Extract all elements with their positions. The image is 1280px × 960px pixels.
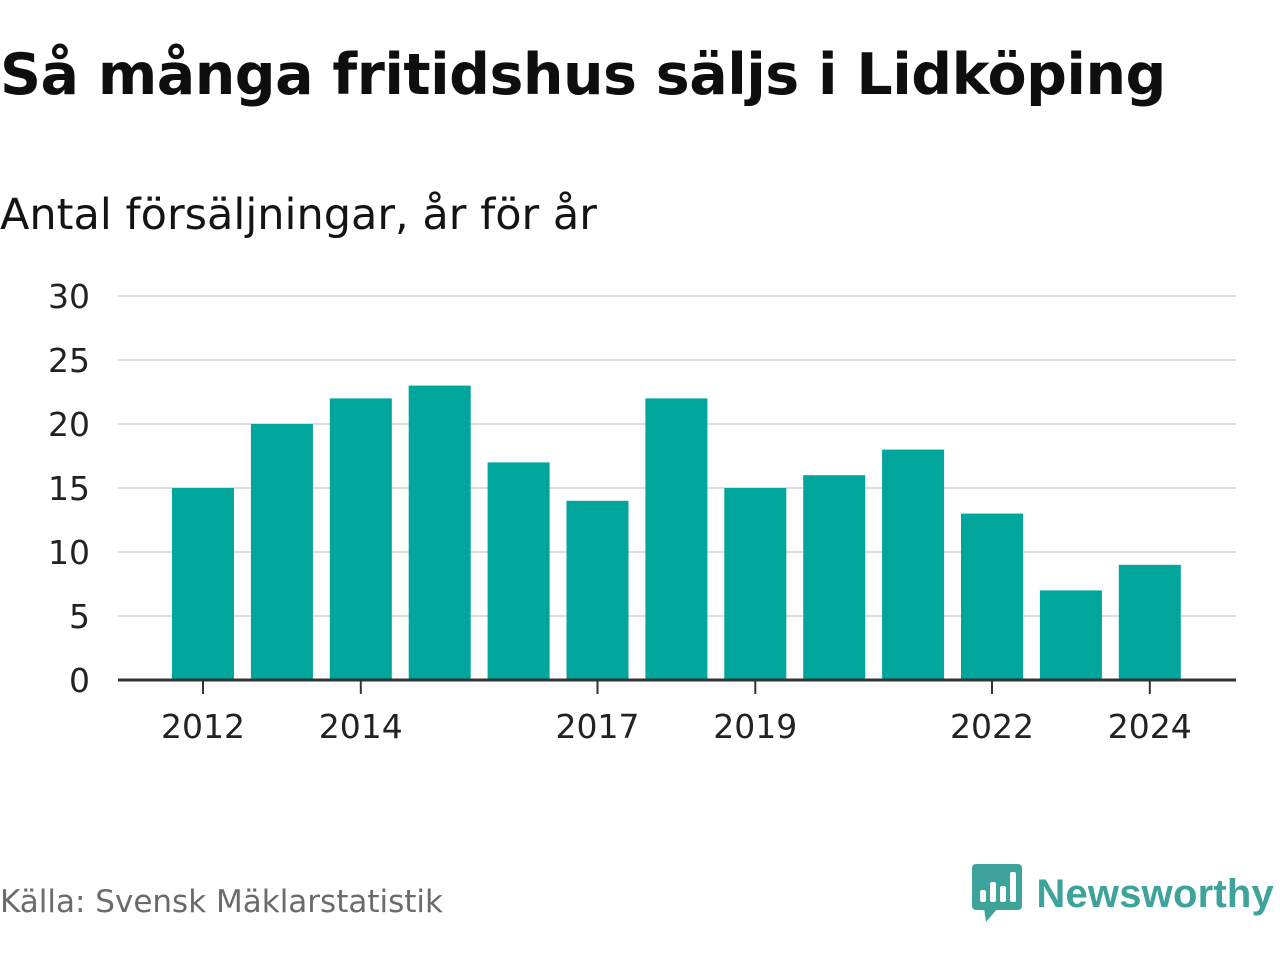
bar-2014 xyxy=(329,398,392,680)
y-tick-label: 20 xyxy=(48,405,90,444)
bars xyxy=(172,385,1181,680)
bar-2019 xyxy=(724,488,787,680)
bar-2012 xyxy=(172,488,234,680)
bar-2020 xyxy=(803,475,866,680)
x-tick-label: 2017 xyxy=(556,707,640,746)
x-tick-label: 2024 xyxy=(1108,707,1192,746)
bar-2022 xyxy=(961,513,1023,680)
x-tick-label: 2022 xyxy=(950,707,1034,746)
brand-logo[interactable]: Newsworthy xyxy=(972,864,1274,924)
source-note: Källa: Svensk Mäklarstatistik xyxy=(0,884,443,920)
bar-2015 xyxy=(408,385,471,680)
x-axis: 2012 2014 2017 2019 2022 2024 xyxy=(118,678,1236,746)
y-tick-label: 0 xyxy=(69,661,90,700)
bar-2024 xyxy=(1118,564,1181,680)
chart-subtitle: Antal försäljningar, år för år xyxy=(0,190,597,240)
chart-title: Så många fritidshus säljs i Lidköping xyxy=(0,42,1166,108)
bar-2018 xyxy=(645,398,708,680)
y-tick-label: 10 xyxy=(48,533,90,572)
bar-2023 xyxy=(1039,590,1102,680)
bar-2013 xyxy=(250,424,313,680)
y-tick-label: 15 xyxy=(48,469,90,508)
x-tick-label: 2012 xyxy=(161,707,245,746)
bar-2017 xyxy=(566,500,629,680)
bar-2021 xyxy=(882,449,945,680)
newsworthy-logo-icon xyxy=(972,864,1023,922)
bar-2016 xyxy=(487,462,550,680)
x-tick-label: 2019 xyxy=(713,707,797,746)
x-tick-label: 2014 xyxy=(319,707,403,746)
y-tick-label: 25 xyxy=(48,341,90,380)
y-axis-ticks: 0 5 10 15 20 25 30 xyxy=(48,277,90,700)
y-tick-label: 5 xyxy=(69,597,90,636)
y-tick-label: 30 xyxy=(48,277,90,316)
bar-chart: 0 5 10 15 20 25 30 2012 2014 2017 2019 2022 2024 xyxy=(48,277,1236,746)
brand-name: Newsworthy xyxy=(1036,871,1274,916)
